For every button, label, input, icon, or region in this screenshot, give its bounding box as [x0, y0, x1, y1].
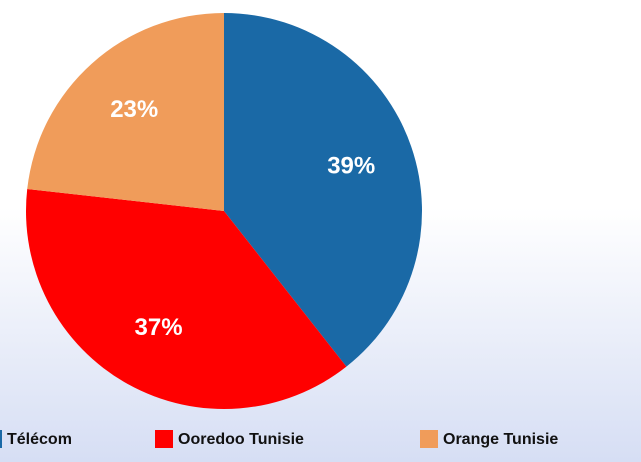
legend-label: Ooredoo Tunisie: [178, 431, 304, 448]
pie-slice: [25, 189, 347, 409]
legend-swatch: [420, 430, 438, 448]
legend-label: Télécom: [7, 431, 72, 448]
pie-slice: [224, 13, 422, 367]
data-label: 23%: [110, 96, 158, 123]
legend-swatch: [155, 430, 173, 448]
pie-slice: [27, 13, 224, 211]
data-label: 39%: [327, 152, 375, 179]
legend-label: Orange Tunisie: [443, 431, 558, 448]
legend-swatch: [0, 430, 2, 448]
data-label: 37%: [135, 314, 183, 341]
